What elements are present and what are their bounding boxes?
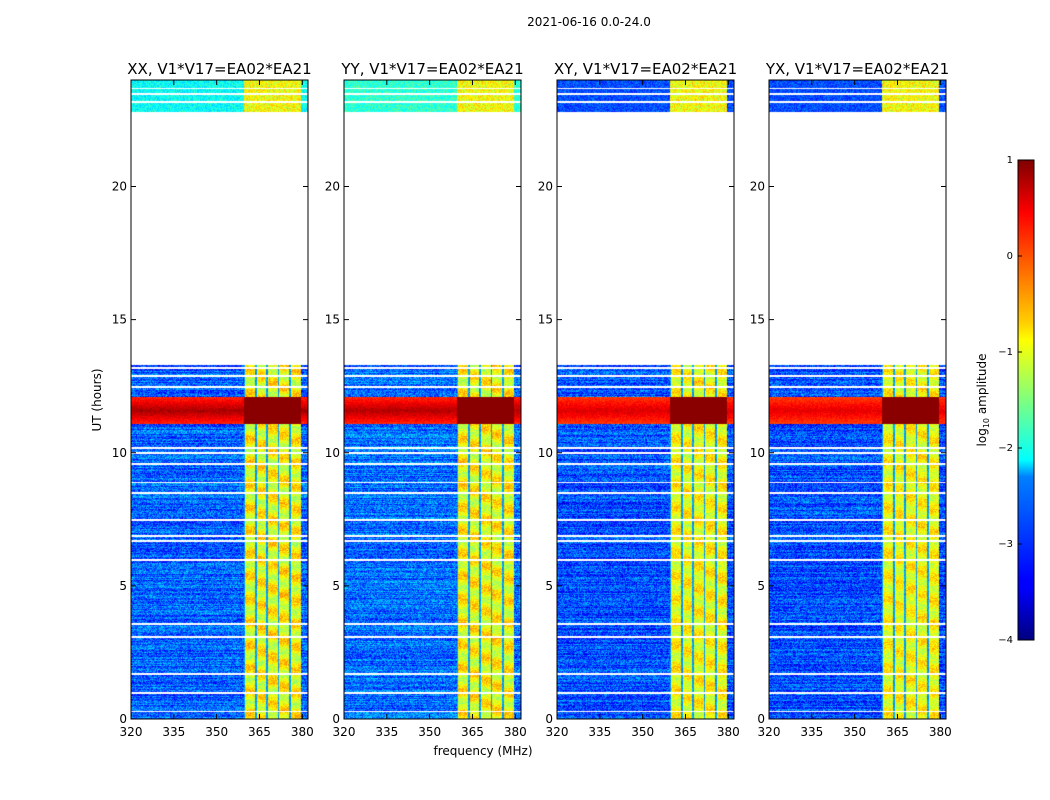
colorbar-label-sub: 10	[982, 418, 991, 428]
panel-yy: YY, V1*V17=EA02*EA21 0 5 10 15 20 320 335 350 365…	[325, 60, 527, 739]
x-tick-label: 320	[120, 725, 143, 739]
x-tick-label: 380	[929, 725, 952, 739]
y-tick-label: 0	[119, 712, 127, 726]
y-tick-label: 10	[538, 446, 553, 460]
y-tick-label: 20	[112, 180, 127, 194]
y-tick-label: 5	[332, 579, 340, 593]
y-axis-label: UT (hours)	[90, 368, 104, 431]
y-tick-label: 0	[757, 712, 765, 726]
panel-frame-xx	[130, 79, 309, 720]
panel-heatmap-xy	[557, 80, 734, 719]
figure-suptitle: 2021-06-16 0.0-24.0	[527, 15, 651, 29]
x-tick-label: 380	[717, 725, 740, 739]
panel-title-yx: YX, V1*V17=EA02*EA21	[765, 60, 949, 78]
x-tick-label: 365	[461, 725, 484, 739]
y-tick-label: 5	[545, 579, 553, 593]
colorbar-label: log10 amplitude	[975, 354, 991, 447]
y-tick-label: 20	[325, 180, 340, 194]
colorbar-tick-label: −4	[998, 635, 1013, 646]
panel-heatmap-yy	[344, 80, 521, 719]
y-tick-label: 0	[332, 712, 340, 726]
y-tick-label: 5	[119, 579, 127, 593]
y-tick-label: 15	[538, 313, 553, 327]
x-tick-label: 365	[248, 725, 271, 739]
panel-title-xy: XY, V1*V17=EA02*EA21	[554, 60, 737, 78]
panel-frame-yy	[343, 79, 522, 720]
colorbar-gradient	[1017, 159, 1035, 641]
x-axis-label: frequency (MHz)	[433, 744, 532, 758]
colorbar-tick-label: −2	[998, 443, 1013, 454]
panel-frame-yx	[768, 79, 947, 720]
colorbar-tick-label: 0	[1007, 251, 1013, 262]
y-tick-label: 10	[325, 446, 340, 460]
colorbar: −4 −3 −2 −1 0 1 log10 amplitude	[975, 155, 1035, 646]
x-tick-label: 335	[800, 725, 823, 739]
colorbar-label-rest: amplitude	[975, 354, 989, 418]
y-tick-label: 0	[545, 712, 553, 726]
x-tick-label: 350	[205, 725, 228, 739]
x-tick-label: 335	[162, 725, 185, 739]
y-tick-label: 5	[757, 579, 765, 593]
panel-title-xx: XX, V1*V17=EA02*EA21	[127, 60, 311, 78]
panel-heatmap-xx	[131, 80, 308, 719]
colorbar-tick-label: −1	[998, 347, 1013, 358]
colorbar-tick-label: −3	[998, 539, 1013, 550]
y-tick-label: 10	[112, 446, 127, 460]
panel-frame-xy	[556, 79, 735, 720]
panel-xx: XX, V1*V17=EA02*EA21 0 5 10 15 20 320 335 350 365…	[112, 60, 314, 739]
y-tick-label: 20	[750, 180, 765, 194]
colorbar-ticks: −4 −3 −2 −1 0 1	[998, 155, 1022, 646]
x-tick-label: 380	[504, 725, 527, 739]
x-tick-label: 365	[886, 725, 909, 739]
x-tick-label: 380	[291, 725, 314, 739]
x-tick-label: 350	[418, 725, 441, 739]
panel-xy: XY, V1*V17=EA02*EA21 0 5 10 15 20 320 335 350 365…	[538, 60, 740, 739]
y-tick-label: 15	[112, 313, 127, 327]
y-tick-label: 15	[325, 313, 340, 327]
x-tick-label: 365	[674, 725, 697, 739]
x-tick-label: 320	[546, 725, 569, 739]
y-tick-label: 15	[750, 313, 765, 327]
y-tick-label: 20	[538, 180, 553, 194]
colorbar-tick-label: 1	[1007, 155, 1013, 166]
colorbar-label-main: log	[975, 428, 989, 446]
panel-yx: YX, V1*V17=EA02*EA21 0 5 10 15 20 320 335 350 365…	[750, 60, 952, 739]
x-tick-label: 335	[375, 725, 398, 739]
x-tick-label: 320	[333, 725, 356, 739]
x-tick-label: 320	[758, 725, 781, 739]
x-tick-label: 350	[843, 725, 866, 739]
x-tick-label: 350	[631, 725, 654, 739]
y-tick-label: 10	[750, 446, 765, 460]
panel-title-yy: YY, V1*V17=EA02*EA21	[340, 60, 523, 78]
x-tick-label: 335	[588, 725, 611, 739]
panel-heatmap-yx	[769, 80, 946, 719]
panels-group: XX, V1*V17=EA02*EA21 0 5 10 15 20 320 335 350 365…	[112, 60, 952, 739]
